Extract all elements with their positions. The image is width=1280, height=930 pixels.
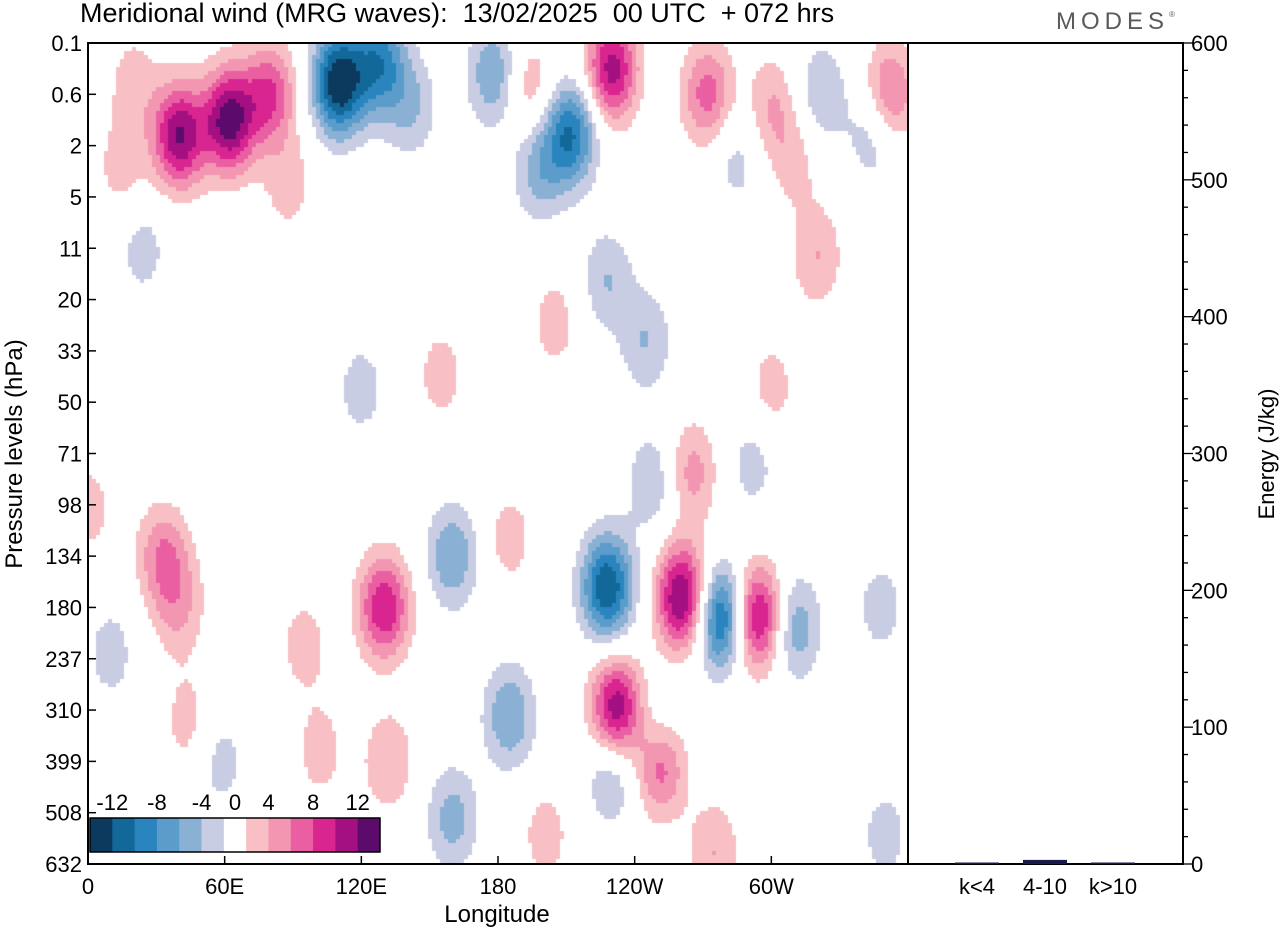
y-tick-label: 632 (45, 852, 82, 877)
colorbar-swatch (268, 818, 292, 852)
colorbar-swatch (112, 818, 136, 852)
energy-tick-label: 300 (1191, 442, 1228, 467)
colorbar-swatch (201, 818, 225, 852)
colorbar-swatch (90, 818, 113, 852)
colorbar-label: 4 (262, 790, 274, 815)
y-tick-label: 134 (45, 544, 82, 569)
y-tick-label: 33 (58, 339, 82, 364)
energy-bar (1023, 859, 1067, 864)
colorbar-swatch (357, 818, 381, 852)
colorbar-swatch (179, 818, 203, 852)
energy-tick-label: 0 (1191, 852, 1203, 877)
wind-heatmap (88, 43, 908, 864)
y-tick-label: 71 (58, 442, 82, 467)
wind-field (88, 43, 908, 864)
x-tick-label: 60E (205, 874, 244, 899)
energy-tick-label: 400 (1191, 305, 1228, 330)
colorbar-swatch (313, 818, 336, 852)
colorbar-label: -12 (96, 790, 128, 815)
logo-mark: ® (1169, 10, 1175, 19)
energy-axis-label: Energy (J/kg) (1254, 389, 1279, 520)
energy-category-label: k>10 (1089, 874, 1137, 899)
colorbar-label: -4 (192, 790, 212, 815)
colorbar-label: 0 (229, 790, 241, 815)
energy-tick-label: 100 (1191, 715, 1228, 740)
y-tick-label: 508 (45, 801, 82, 826)
colorbar-swatch (134, 818, 158, 852)
y-tick-label: 11 (59, 236, 82, 261)
colorbar-swatch (290, 818, 314, 852)
energy-tick-label: 200 (1191, 578, 1228, 603)
energy-tick-label: 500 (1191, 168, 1228, 193)
x-tick-label: 0 (82, 874, 94, 899)
y-tick-label: 237 (45, 647, 82, 672)
heatmap-axes: 0.1 0.6 2 5 11 20 33 50 71 98 134 180 237 310 399 508 63… (45, 31, 909, 899)
chart-title: Meridional wind (MRG waves): 13/02/2025 … (80, 0, 835, 28)
energy-plot-frame (907, 42, 1184, 865)
y-tick-label: 310 (45, 698, 82, 723)
y-tick-label: 20 (58, 288, 82, 313)
logo-text: MODES (1056, 8, 1170, 35)
x-tick-label: 120W (606, 874, 664, 899)
colorbar-label: 8 (307, 790, 319, 815)
y-tick-label: 0.1 (51, 31, 82, 56)
colorbar: -12 -8 -4 0 4 8 12 (89, 790, 381, 853)
colorbar-label: 12 (345, 790, 369, 815)
y-tick-label: 0.6 (51, 82, 82, 107)
energy-bar (955, 862, 999, 864)
colorbar-swatch (246, 818, 269, 852)
y-tick-label: 399 (45, 749, 82, 774)
colorbar-swatch (223, 818, 247, 852)
y-tick-label: 2 (70, 134, 82, 159)
y-tick-label: 5 (70, 185, 82, 210)
y-tick-label: 50 (58, 390, 82, 415)
colorbar-swatch (156, 818, 180, 852)
energy-bar-chart: 0 100 200 300 400 500 600 k<4 4-10 k>10 (907, 31, 1228, 899)
y-tick-label: 98 (58, 493, 82, 518)
x-tick-label: 180 (480, 874, 517, 899)
colorbar-frame (89, 817, 381, 853)
y-axis-label: Pressure levels (hPa) (1, 339, 28, 568)
colorbar-swatch (335, 818, 359, 852)
energy-tick-label: 600 (1191, 31, 1228, 56)
energy-category-label: k<4 (959, 874, 995, 899)
colorbar-label: -8 (147, 790, 167, 815)
energy-bar (1091, 862, 1135, 864)
x-tick-label: 120E (336, 874, 387, 899)
y-tick-label: 180 (45, 595, 82, 620)
energy-category-label: 4-10 (1023, 874, 1067, 899)
x-tick-label: 60W (749, 874, 794, 899)
x-axis-label: Longitude (444, 901, 549, 928)
modes-logo: MODES® (1056, 8, 1175, 36)
